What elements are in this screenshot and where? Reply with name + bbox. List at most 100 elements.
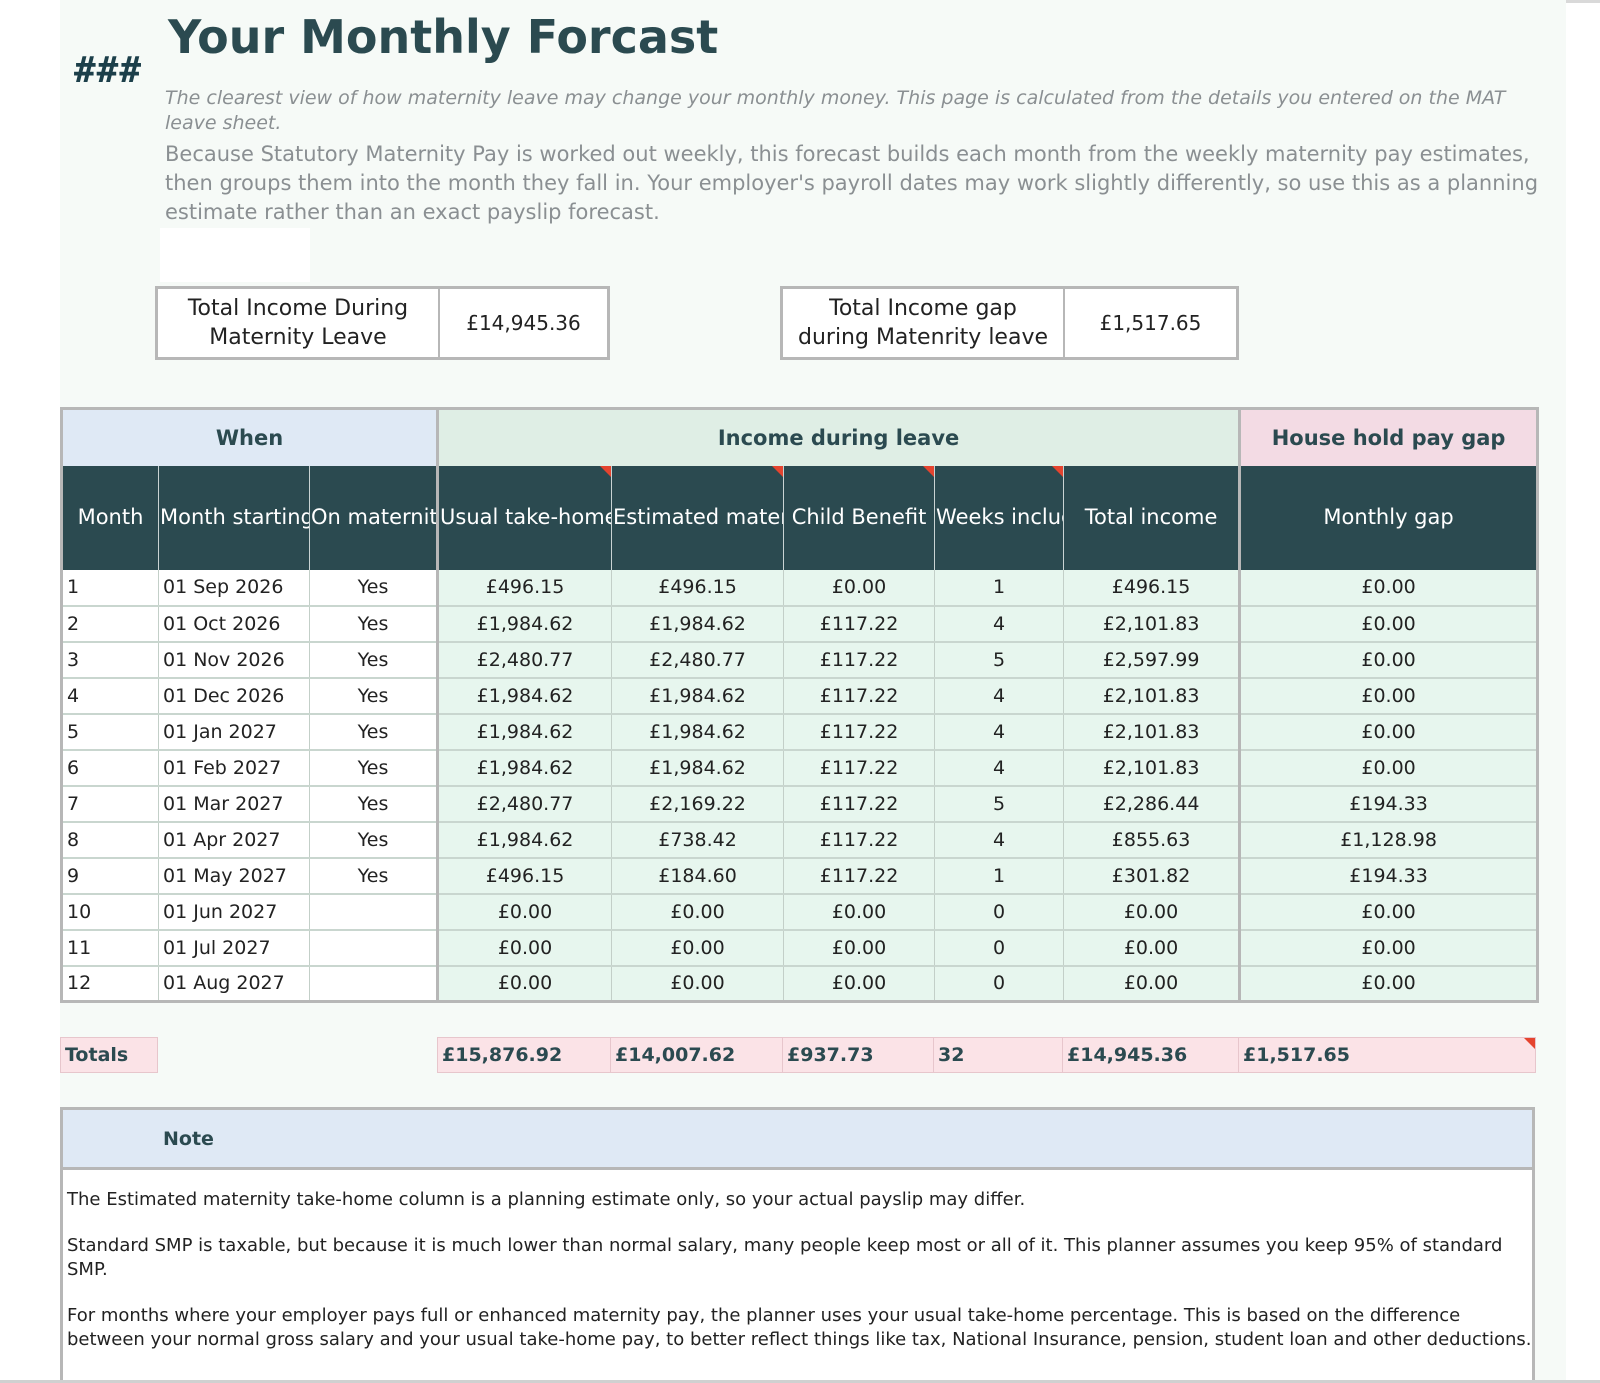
cell-usual-take-home[interactable]: £0.00	[437, 929, 613, 967]
cell-month-starting[interactable]: 01 Aug 2027	[158, 965, 310, 1003]
cell-estimated-take-home[interactable]: £1,984.62	[611, 749, 785, 787]
cell-usual-take-home[interactable]: £2,480.77	[437, 641, 613, 679]
col-month-starting[interactable]: Month starting	[158, 465, 310, 570]
cell-estimated-take-home[interactable]: £0.00	[611, 965, 785, 1003]
cell-weeks-included[interactable]: 4	[934, 677, 1065, 715]
cell-month-starting[interactable]: 01 Jan 2027	[158, 713, 310, 751]
cell-monthly-gap[interactable]: £0.00	[1239, 605, 1540, 643]
cell-total-income[interactable]: £2,597.99	[1063, 641, 1242, 679]
cell-child-benefit[interactable]: £0.00	[783, 965, 936, 1003]
note-heading[interactable]: Note	[163, 1128, 214, 1150]
cell-month-starting[interactable]: 01 Apr 2027	[158, 821, 310, 859]
comment-flag-icon[interactable]	[1052, 465, 1063, 477]
cell-month-starting[interactable]: 01 May 2027	[158, 857, 310, 895]
col-monthly-gap[interactable]: Monthly gap	[1239, 465, 1540, 570]
cell-monthly-gap[interactable]: £0.00	[1239, 749, 1540, 787]
cell-total-income[interactable]: £2,101.83	[1063, 677, 1242, 715]
cell-total-income[interactable]: £0.00	[1063, 929, 1242, 967]
cell-usual-take-home[interactable]: £1,984.62	[437, 713, 613, 751]
cell-weeks-included[interactable]: 4	[934, 821, 1065, 859]
cell-child-benefit[interactable]: £0.00	[783, 893, 936, 931]
comment-flag-icon[interactable]	[923, 465, 934, 477]
income-gap-value[interactable]: £1,517.65	[1099, 311, 1202, 335]
cell-on-leave[interactable]: Yes	[309, 749, 440, 787]
cell-usual-take-home[interactable]: £1,984.62	[437, 605, 613, 643]
cell-monthly-gap[interactable]: £0.00	[1239, 965, 1540, 1003]
cell-monthly-gap[interactable]: £0.00	[1239, 893, 1540, 931]
empty-cell[interactable]	[160, 228, 310, 282]
cell-month[interactable]: 9	[60, 857, 159, 895]
comment-flag-icon[interactable]	[772, 465, 783, 477]
total-child-benefit[interactable]: £937.73	[782, 1037, 934, 1073]
cell-month[interactable]: 1	[60, 569, 159, 607]
totals-label[interactable]: Totals	[60, 1037, 158, 1073]
cell-month-starting[interactable]: 01 Dec 2026	[158, 677, 310, 715]
col-month[interactable]: Month	[60, 465, 159, 570]
cell-monthly-gap[interactable]: £0.00	[1239, 641, 1540, 679]
cell-month[interactable]: 8	[60, 821, 159, 859]
cell-month-starting[interactable]: 01 Mar 2027	[158, 785, 310, 823]
cell-on-leave[interactable]	[309, 929, 440, 967]
cell-child-benefit[interactable]: £0.00	[783, 569, 936, 607]
cell-estimated-take-home[interactable]: £1,984.62	[611, 677, 785, 715]
cell-month-starting[interactable]: 01 Sep 2026	[158, 569, 310, 607]
group-when[interactable]: When	[59, 407, 440, 466]
cell-child-benefit[interactable]: £117.22	[783, 605, 936, 643]
cell-usual-take-home[interactable]: £496.15	[437, 857, 613, 895]
cell-on-leave[interactable]: Yes	[309, 785, 440, 823]
total-income-label[interactable]: Total Income During Maternity Leave	[158, 289, 440, 357]
cell-total-income[interactable]: £2,101.83	[1063, 605, 1242, 643]
cell-on-leave[interactable]: Yes	[309, 641, 440, 679]
cell-weeks-included[interactable]: 1	[934, 569, 1065, 607]
cell-weeks-included[interactable]: 1	[934, 857, 1065, 895]
cell-usual-take-home[interactable]: £0.00	[437, 965, 613, 1003]
cell-on-leave[interactable]: Yes	[309, 857, 440, 895]
page-title[interactable]: Your Monthly Forcast	[168, 10, 719, 64]
cell-on-leave[interactable]: Yes	[309, 569, 440, 607]
cell-monthly-gap[interactable]: £0.00	[1239, 929, 1540, 967]
cell-child-benefit[interactable]: £117.22	[783, 785, 936, 823]
cell-usual-take-home[interactable]: £2,480.77	[437, 785, 613, 823]
hash-marker[interactable]: ###	[74, 50, 143, 91]
cell-month-starting[interactable]: 01 Feb 2027	[158, 749, 310, 787]
cell-month-starting[interactable]: 01 Nov 2026	[158, 641, 310, 679]
cell-month-starting[interactable]: 01 Oct 2026	[158, 605, 310, 643]
cell-weeks-included[interactable]: 0	[934, 965, 1065, 1003]
cell-on-leave[interactable]: Yes	[309, 605, 440, 643]
col-child-benefit[interactable]: Child Benefit	[783, 465, 936, 570]
cell-on-leave[interactable]: Yes	[309, 713, 440, 751]
cell-total-income[interactable]: £2,101.83	[1063, 713, 1242, 751]
cell-estimated-take-home[interactable]: £2,169.22	[611, 785, 785, 823]
col-total-income[interactable]: Total income	[1063, 465, 1242, 570]
cell-usual-take-home[interactable]: £1,984.62	[437, 821, 613, 859]
cell-total-income[interactable]: £855.63	[1063, 821, 1242, 859]
cell-month[interactable]: 6	[60, 749, 159, 787]
cell-estimated-take-home[interactable]: £2,480.77	[611, 641, 785, 679]
cell-usual-take-home[interactable]: £496.15	[437, 569, 613, 607]
cell-estimated-take-home[interactable]: £0.00	[611, 893, 785, 931]
cell-weeks-included[interactable]: 0	[934, 929, 1065, 967]
cell-child-benefit[interactable]: £117.22	[783, 713, 936, 751]
group-gap[interactable]: House hold pay gap	[1239, 407, 1540, 466]
cell-on-leave[interactable]	[309, 965, 440, 1003]
cell-weeks-included[interactable]: 4	[934, 749, 1065, 787]
cell-child-benefit[interactable]: £0.00	[783, 929, 936, 967]
cell-estimated-take-home[interactable]: £1,984.62	[611, 605, 785, 643]
cell-monthly-gap[interactable]: £1,128.98	[1239, 821, 1540, 859]
cell-usual-take-home[interactable]: £0.00	[437, 893, 613, 931]
note-body[interactable]: The Estimated maternity take-home column…	[60, 1170, 1535, 1383]
cell-on-leave[interactable]: Yes	[309, 677, 440, 715]
cell-monthly-gap[interactable]: £0.00	[1239, 569, 1540, 607]
cell-monthly-gap[interactable]: £194.33	[1239, 857, 1540, 895]
total-usual-take-home[interactable]: £15,876.92	[437, 1037, 611, 1073]
comment-flag-icon[interactable]	[600, 465, 611, 477]
comment-flag-icon[interactable]	[1524, 1038, 1535, 1049]
col-usual-take-home[interactable]: Usual take-home	[437, 465, 613, 570]
cell-weeks-included[interactable]: 5	[934, 785, 1065, 823]
cell-on-leave[interactable]	[309, 893, 440, 931]
income-gap-label[interactable]: Total Income gap during Matenrity leave	[783, 289, 1065, 357]
cell-weeks-included[interactable]: 0	[934, 893, 1065, 931]
cell-estimated-take-home[interactable]: £0.00	[611, 929, 785, 967]
cell-total-income[interactable]: £496.15	[1063, 569, 1242, 607]
cell-month[interactable]: 10	[60, 893, 159, 931]
